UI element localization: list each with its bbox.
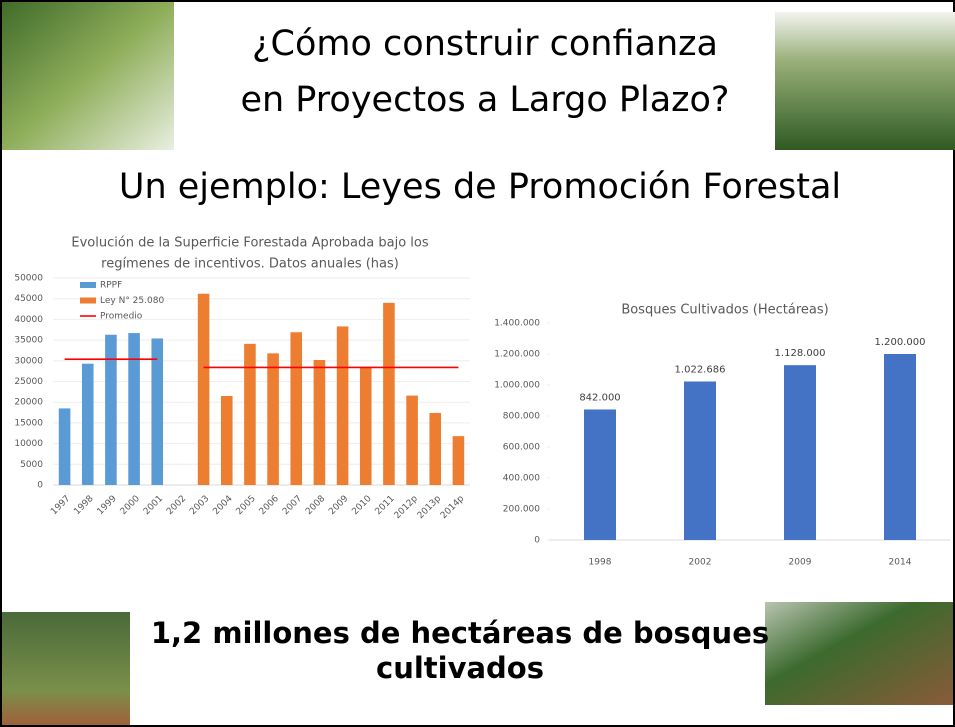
- bar: [884, 354, 916, 540]
- x-tick-label: 2014: [889, 558, 912, 568]
- y-tick-label: 10000: [14, 439, 43, 449]
- y-tick-label: 50000: [14, 274, 43, 284]
- bar: [360, 368, 372, 485]
- y-tick-label: 800.000: [503, 412, 540, 422]
- bar: [383, 303, 395, 485]
- slide-subtitle: Un ejemplo: Leyes de Promoción Forestal: [119, 167, 841, 207]
- bar: [128, 333, 140, 485]
- y-tick-label: 20000: [14, 398, 43, 408]
- bar: [105, 335, 117, 485]
- bar: [429, 413, 441, 485]
- legend-swatch: [80, 282, 96, 288]
- bar: [244, 344, 256, 485]
- legend-label: Ley N° 25.080: [100, 296, 164, 306]
- bar: [82, 364, 94, 485]
- y-tick-label: 1.400.000: [494, 319, 540, 329]
- bar: [314, 360, 326, 485]
- x-tick-label: 2002: [689, 558, 712, 568]
- data-label: 1.200.000: [875, 337, 926, 348]
- y-tick-label: 45000: [14, 294, 43, 304]
- photo: [2, 2, 174, 150]
- footer-text: 1,2 millones de hectáreas de bosques: [151, 616, 769, 650]
- y-tick-label: 30000: [14, 356, 43, 366]
- bar: [453, 436, 465, 485]
- y-tick-label: 400.000: [503, 474, 540, 484]
- y-tick-label: 200.000: [503, 505, 540, 515]
- x-tick-label: 1998: [589, 558, 612, 568]
- bar: [684, 381, 716, 540]
- bar: [290, 332, 302, 485]
- slide-title: en Proyectos a Largo Plazo?: [240, 80, 729, 120]
- y-tick-label: 35000: [14, 336, 43, 346]
- photo: [2, 612, 130, 725]
- legend-label: Promedio: [100, 312, 143, 322]
- data-label: 842.000: [579, 392, 620, 403]
- y-tick-label: 600.000: [503, 443, 540, 453]
- bar: [337, 326, 349, 485]
- chart-title: regímenes de incentivos. Datos anuales (…: [101, 257, 399, 272]
- chart-title: Evolución de la Superficie Forestada Apr…: [71, 236, 428, 251]
- data-label: 1.022.686: [675, 364, 726, 375]
- photo: [765, 602, 953, 705]
- photo: [775, 12, 955, 150]
- footer-text: cultivados: [376, 651, 544, 685]
- slide-title: ¿Cómo construir confianza: [252, 24, 718, 64]
- data-label: 1.128.000: [775, 348, 826, 359]
- bar: [198, 294, 210, 485]
- bar: [151, 338, 163, 485]
- y-tick-label: 1.000.000: [494, 381, 540, 391]
- y-tick-label: 25000: [14, 377, 43, 387]
- y-tick-label: 15000: [14, 418, 43, 428]
- y-tick-label: 0: [37, 481, 43, 491]
- legend-label: RPPF: [100, 281, 122, 291]
- x-tick-label: 2009: [789, 558, 812, 568]
- chart-title: Bosques Cultivados (Hectáreas): [621, 303, 828, 318]
- y-tick-label: 0: [534, 536, 540, 546]
- y-tick-label: 1.200.000: [494, 350, 540, 360]
- slide: ¿Cómo construir confianza en Proyectos a…: [0, 0, 955, 727]
- bar: [59, 408, 71, 485]
- bar: [584, 409, 616, 540]
- bar: [784, 365, 816, 540]
- legend-swatch: [80, 298, 96, 304]
- bar: [267, 353, 279, 485]
- bar: [221, 396, 233, 485]
- y-tick-label: 40000: [14, 315, 43, 325]
- bar: [406, 396, 418, 485]
- y-tick-label: 5000: [20, 460, 43, 470]
